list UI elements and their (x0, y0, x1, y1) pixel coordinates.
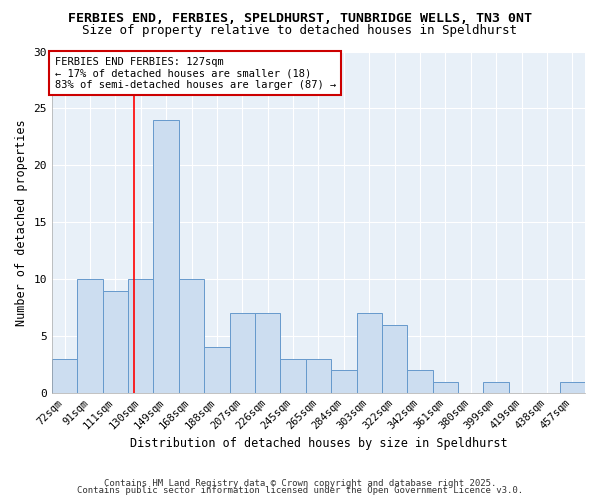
Text: FERBIES END FERBIES: 127sqm
← 17% of detached houses are smaller (18)
83% of sem: FERBIES END FERBIES: 127sqm ← 17% of det… (55, 56, 336, 90)
Bar (77, 279, 103, 393)
Bar (407, 370, 433, 393)
Text: Contains HM Land Registry data © Crown copyright and database right 2025.: Contains HM Land Registry data © Crown c… (104, 478, 496, 488)
Bar (255, 314, 280, 393)
Bar (179, 279, 204, 393)
Text: FERBIES END, FERBIES, SPELDHURST, TUNBRIDGE WELLS, TN3 0NT: FERBIES END, FERBIES, SPELDHURST, TUNBRI… (68, 12, 532, 26)
Text: Contains public sector information licensed under the Open Government Licence v3: Contains public sector information licen… (77, 486, 523, 495)
Y-axis label: Number of detached properties: Number of detached properties (15, 119, 28, 326)
X-axis label: Distribution of detached houses by size in Speldhurst: Distribution of detached houses by size … (130, 437, 507, 450)
Bar (154, 120, 179, 393)
Bar (128, 279, 154, 393)
Bar (52, 359, 77, 393)
Text: Size of property relative to detached houses in Speldhurst: Size of property relative to detached ho… (83, 24, 517, 37)
Bar (484, 382, 509, 393)
Bar (382, 324, 407, 393)
Bar (280, 359, 306, 393)
Bar (433, 382, 458, 393)
Bar (230, 314, 255, 393)
Bar (204, 348, 230, 393)
Bar (306, 359, 331, 393)
Bar (103, 290, 128, 393)
Bar (331, 370, 356, 393)
Bar (560, 382, 585, 393)
Bar (356, 314, 382, 393)
